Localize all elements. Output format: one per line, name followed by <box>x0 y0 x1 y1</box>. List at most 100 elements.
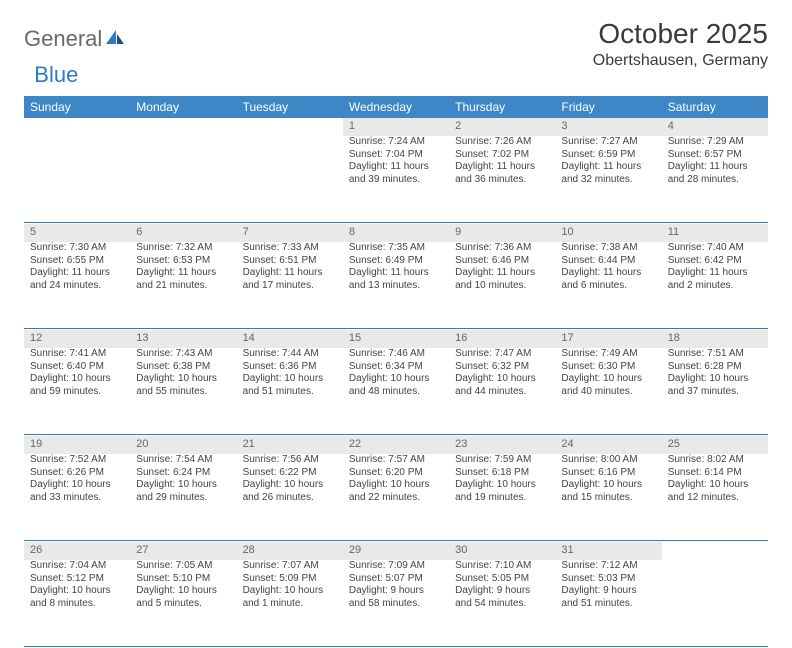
sunset-line: Sunset: 6:16 PM <box>561 467 655 480</box>
sunset-line: Sunset: 5:07 PM <box>349 573 443 586</box>
day-number-row: 567891011 <box>24 224 768 242</box>
sunrise-line: Sunrise: 7:26 AM <box>455 136 549 149</box>
daylight-line: Daylight: 11 hours and 24 minutes. <box>30 267 124 292</box>
day-number-cell: 25 <box>662 436 768 454</box>
sunrise-line: Sunrise: 7:07 AM <box>243 560 337 573</box>
day-cell: Sunrise: 7:47 AMSunset: 6:32 PMDaylight:… <box>449 348 555 434</box>
day-number-cell <box>237 118 343 136</box>
day-number-cell <box>130 118 236 136</box>
day-cell: Sunrise: 7:29 AMSunset: 6:57 PMDaylight:… <box>662 136 768 222</box>
day-number-cell: 2 <box>449 118 555 136</box>
sunrise-line: Sunrise: 7:24 AM <box>349 136 443 149</box>
sunrise-line: Sunrise: 7:09 AM <box>349 560 443 573</box>
day-number-row: 262728293031 <box>24 542 768 560</box>
day-number-cell: 14 <box>237 330 343 348</box>
calendar-table: SundayMondayTuesdayWednesdayThursdayFrid… <box>24 96 768 648</box>
sunrise-line: Sunrise: 7:30 AM <box>30 242 124 255</box>
calendar-page: General October 2025 Obertshausen, Germa… <box>0 0 792 648</box>
day-cell: Sunrise: 7:30 AMSunset: 6:55 PMDaylight:… <box>24 242 130 328</box>
sunrise-line: Sunrise: 7:43 AM <box>136 348 230 361</box>
sunset-line: Sunset: 6:38 PM <box>136 361 230 374</box>
sunset-line: Sunset: 5:12 PM <box>30 573 124 586</box>
day-cell: Sunrise: 7:43 AMSunset: 6:38 PMDaylight:… <box>130 348 236 434</box>
day-number-cell: 28 <box>237 542 343 560</box>
day-cell <box>24 136 130 222</box>
day-number-cell: 23 <box>449 436 555 454</box>
week-row: Sunrise: 7:04 AMSunset: 5:12 PM Daylight:… <box>24 560 768 646</box>
sunset-line: Sunset: 5:03 PM <box>561 573 655 586</box>
day-number-cell: 3 <box>555 118 661 136</box>
day-number-cell: 27 <box>130 542 236 560</box>
daylight-line: Daylight: 10 hours and 48 minutes. <box>349 373 443 398</box>
day-cell: Sunrise: 7:24 AMSunset: 7:04 PMDaylight:… <box>343 136 449 222</box>
day-cell: Sunrise: 7:51 AMSunset: 6:28 PMDaylight:… <box>662 348 768 434</box>
day-cell: Sunrise: 7:46 AMSunset: 6:34 PMDaylight:… <box>343 348 449 434</box>
day-number-cell: 15 <box>343 330 449 348</box>
sunset-line: Sunset: 6:59 PM <box>561 149 655 162</box>
daylight-line: Daylight: 10 hours and 33 minutes. <box>30 479 124 504</box>
day-number-cell: 29 <box>343 542 449 560</box>
sunset-line: Sunset: 6:30 PM <box>561 361 655 374</box>
day-number-row: 12131415161718 <box>24 330 768 348</box>
daylight-line: Daylight: 10 hours and 12 minutes. <box>668 479 762 504</box>
daylight-line: Daylight: 10 hours and 22 minutes. <box>349 479 443 504</box>
sunrise-line: Sunrise: 7:32 AM <box>136 242 230 255</box>
brand-part2: Blue <box>34 62 78 88</box>
weekday-header: Monday <box>130 96 236 118</box>
day-cell: Sunrise: 8:00 AMSunset: 6:16 PMDaylight:… <box>555 454 661 540</box>
sunrise-line: Sunrise: 7:49 AM <box>561 348 655 361</box>
day-number-cell: 26 <box>24 542 130 560</box>
day-number-cell <box>24 118 130 136</box>
day-cell: Sunrise: 7:35 AMSunset: 6:49 PMDaylight:… <box>343 242 449 328</box>
week-row: Sunrise: 7:24 AMSunset: 7:04 PMDaylight:… <box>24 136 768 222</box>
day-number-cell: 24 <box>555 436 661 454</box>
daylight-line: Daylight: 11 hours and 36 minutes. <box>455 161 549 186</box>
day-cell: Sunrise: 7:10 AMSunset: 5:05 PMDaylight:… <box>449 560 555 646</box>
sunrise-line: Sunrise: 7:44 AM <box>243 348 337 361</box>
sunrise-line: Sunrise: 7:51 AM <box>668 348 762 361</box>
sunset-line: Sunset: 6:20 PM <box>349 467 443 480</box>
day-number-cell: 30 <box>449 542 555 560</box>
day-number-cell: 19 <box>24 436 130 454</box>
day-number-row: 19202122232425 <box>24 436 768 454</box>
daylight-line: Daylight: 9 hours and 51 minutes. <box>561 585 655 610</box>
daylight-line: Daylight: 10 hours and 59 minutes. <box>30 373 124 398</box>
day-cell: Sunrise: 7:05 AMSunset: 5:10 PMDaylight:… <box>130 560 236 646</box>
day-number-cell: 21 <box>237 436 343 454</box>
sunset-line: Sunset: 6:42 PM <box>668 255 762 268</box>
brand-logo: General <box>24 18 126 52</box>
week-row: Sunrise: 7:30 AMSunset: 6:55 PMDaylight:… <box>24 242 768 328</box>
sunrise-line: Sunrise: 7:35 AM <box>349 242 443 255</box>
sunset-line: Sunset: 6:49 PM <box>349 255 443 268</box>
sunrise-line: Sunrise: 7:57 AM <box>349 454 443 467</box>
day-number-cell: 10 <box>555 224 661 242</box>
sunset-line: Sunset: 5:10 PM <box>136 573 230 586</box>
sunrise-line: Sunrise: 8:02 AM <box>668 454 762 467</box>
sunrise-line: Sunrise: 7:59 AM <box>455 454 549 467</box>
daylight-line: Daylight: 10 hours and 51 minutes. <box>243 373 337 398</box>
day-number-cell: 22 <box>343 436 449 454</box>
day-cell: Sunrise: 7:04 AMSunset: 5:12 PMDaylight:… <box>24 560 130 646</box>
day-number-cell: 6 <box>130 224 236 242</box>
daylight-line: Daylight: 11 hours and 17 minutes. <box>243 267 337 292</box>
weekday-header-row: SundayMondayTuesdayWednesdayThursdayFrid… <box>24 96 768 118</box>
sunset-line: Sunset: 5:05 PM <box>455 573 549 586</box>
sunset-line: Sunset: 6:53 PM <box>136 255 230 268</box>
sunset-line: Sunset: 6:40 PM <box>30 361 124 374</box>
daylight-line: Daylight: 10 hours and 29 minutes. <box>136 479 230 504</box>
daylight-line: Daylight: 10 hours and 19 minutes. <box>455 479 549 504</box>
day-number-cell: 31 <box>555 542 661 560</box>
day-number-cell: 8 <box>343 224 449 242</box>
sunset-line: Sunset: 6:55 PM <box>30 255 124 268</box>
day-cell: Sunrise: 7:07 AMSunset: 5:09 PMDaylight:… <box>237 560 343 646</box>
sunrise-line: Sunrise: 7:38 AM <box>561 242 655 255</box>
brand-part1: General <box>24 26 102 52</box>
sunrise-line: Sunrise: 7:56 AM <box>243 454 337 467</box>
sunset-line: Sunset: 6:32 PM <box>455 361 549 374</box>
sunrise-line: Sunrise: 7:04 AM <box>30 560 124 573</box>
day-number-cell: 20 <box>130 436 236 454</box>
day-cell: Sunrise: 7:27 AMSunset: 6:59 PMDaylight:… <box>555 136 661 222</box>
day-number-cell: 5 <box>24 224 130 242</box>
sunset-line: Sunset: 6:51 PM <box>243 255 337 268</box>
month-title: October 2025 <box>593 18 768 50</box>
